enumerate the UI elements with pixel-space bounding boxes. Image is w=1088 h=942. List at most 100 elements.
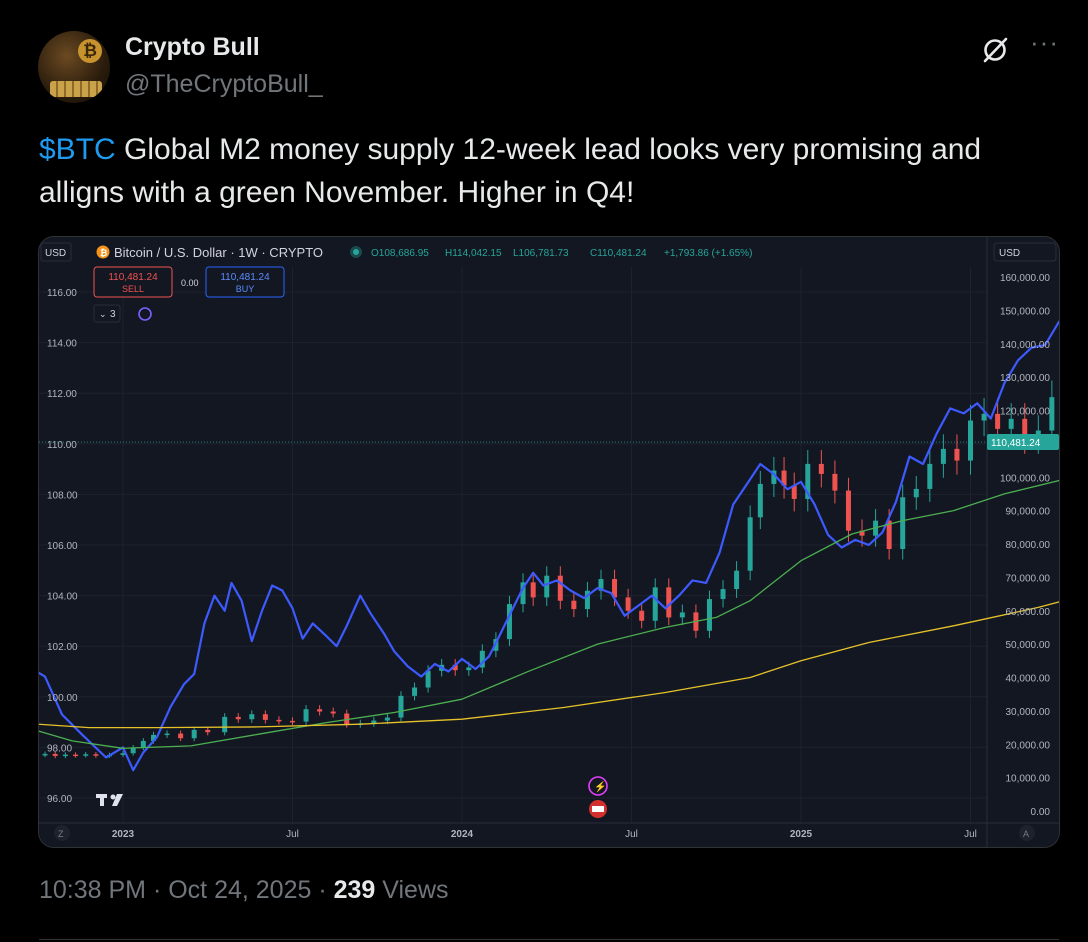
candle: [83, 754, 89, 756]
svg-text:⚡: ⚡: [594, 780, 606, 793]
candle: [530, 582, 536, 598]
candle: [845, 490, 851, 531]
tweet-meta: 10:38 PM · Oct 24, 2025 · 239 Views: [39, 876, 449, 904]
bitcoin-icon: [96, 245, 110, 259]
candle: [412, 687, 418, 696]
ohlc-open: O108,686.95: [371, 248, 429, 259]
candle: [120, 753, 126, 755]
tweet-text: $BTC Global M2 money supply 12-week lead…: [39, 128, 1059, 214]
candle: [791, 485, 797, 499]
currency-box-left[interactable]: [40, 242, 72, 262]
buy-button[interactable]: [205, 266, 285, 298]
left-axis-label: 104.00: [47, 592, 78, 603]
candle: [612, 579, 618, 598]
avatar[interactable]: ₿: [38, 31, 110, 103]
candle: [913, 488, 919, 498]
currency-left: USD: [45, 248, 66, 259]
views-label: Views: [382, 876, 449, 904]
event-icon-lightning[interactable]: [588, 776, 608, 796]
candle: [818, 463, 824, 474]
candle: [178, 733, 184, 739]
candle: [520, 582, 526, 605]
candle: [93, 754, 99, 756]
ohlc-close: C110,481.24: [590, 248, 647, 259]
x-axis-label: Jul: [286, 829, 299, 840]
candle: [981, 413, 987, 421]
candle: [940, 448, 946, 464]
author-name[interactable]: Crypto Bull: [125, 33, 260, 61]
candle: [1008, 418, 1014, 429]
right-axis-label: 130,000.00: [1000, 373, 1050, 384]
sync-icon[interactable]: [138, 307, 152, 321]
left-axis-label: 100.00: [47, 693, 78, 704]
candle: [276, 719, 282, 722]
candle: [425, 670, 431, 688]
tweet-media-chart[interactable]: 116.00 114.00 112.00 110.00 108.00 106.00 104.…: [38, 236, 1060, 848]
sell-button[interactable]: [93, 266, 173, 298]
more-options-icon[interactable]: ···: [1030, 27, 1059, 57]
tweet-date[interactable]: Oct 24, 2025: [168, 876, 312, 904]
candle: [557, 575, 563, 601]
indicators-count: 3: [110, 309, 116, 320]
candle: [191, 729, 197, 739]
timezone-button[interactable]: [54, 825, 70, 841]
candle: [73, 754, 79, 757]
last-price-tag: [987, 434, 1059, 450]
left-axis-label: 114.00: [47, 339, 77, 350]
sell-price: 110,481.24: [108, 272, 158, 283]
tweet-time[interactable]: 10:38 PM: [39, 876, 147, 904]
right-axis-label: 30,000.00: [1006, 707, 1051, 718]
x-axis-label: Jul: [625, 829, 638, 840]
candle: [886, 520, 892, 550]
bitcoin-logo-icon: ₿: [78, 39, 102, 63]
candle: [140, 740, 146, 748]
candle: [625, 597, 631, 611]
candle: [330, 711, 336, 714]
candle: [757, 483, 763, 518]
spread-value: 0.00: [181, 278, 199, 288]
right-axis-label: 150,000.00: [1000, 306, 1050, 317]
candle: [598, 579, 604, 591]
candle: [832, 473, 838, 491]
candle: [222, 716, 228, 733]
candle: [205, 729, 211, 733]
last-price-label: 110,481.24: [991, 438, 1041, 449]
candle: [544, 575, 550, 598]
author-handle[interactable]: @TheCryptoBull_: [125, 70, 323, 98]
right-axis-label: 120,000.00: [1000, 407, 1050, 418]
series-line-0: [39, 320, 1059, 772]
candle: [344, 713, 350, 725]
left-axis-label: 98.00: [47, 743, 72, 754]
candle: [859, 530, 865, 536]
candle: [995, 413, 1001, 429]
grok-icon[interactable]: [980, 35, 1010, 65]
candle: [968, 420, 973, 461]
series-line-1: [39, 479, 1059, 749]
x-axis-label: 2025: [790, 829, 813, 840]
candle: [303, 709, 309, 722]
candle: [720, 589, 726, 600]
candle: [900, 497, 906, 550]
left-axis-label: 106.00: [47, 541, 78, 552]
right-axis-label: 70,000.00: [1006, 573, 1051, 584]
candle: [130, 747, 136, 754]
buy-price: 110,481.24: [220, 272, 270, 283]
symbol-title[interactable]: Bitcoin / U.S. Dollar · 1W · CRYPTO: [114, 245, 323, 260]
ohlc-low: L106,781.73: [513, 248, 569, 259]
candle: [571, 600, 577, 610]
left-axis-label: 110.00: [47, 440, 77, 451]
candle: [151, 734, 157, 741]
candle: [262, 714, 268, 720]
divider: [39, 939, 1059, 940]
ohlc-change: +1,793.86 (+1.65%): [664, 248, 752, 259]
cashtag-link[interactable]: $BTC: [39, 133, 116, 166]
candle: [506, 604, 512, 640]
currency-right: USD: [999, 248, 1020, 259]
chart-svg: 116.00 114.00 112.00 110.00 108.00 106.00 104.…: [39, 237, 1059, 847]
indicators-toggle[interactable]: [93, 304, 121, 323]
buy-label: BUY: [236, 284, 255, 294]
currency-box-right[interactable]: [993, 242, 1057, 262]
auto-scale-button[interactable]: [1019, 825, 1035, 841]
ohlc-high: H114,042.15: [445, 248, 502, 259]
candle: [706, 599, 712, 631]
